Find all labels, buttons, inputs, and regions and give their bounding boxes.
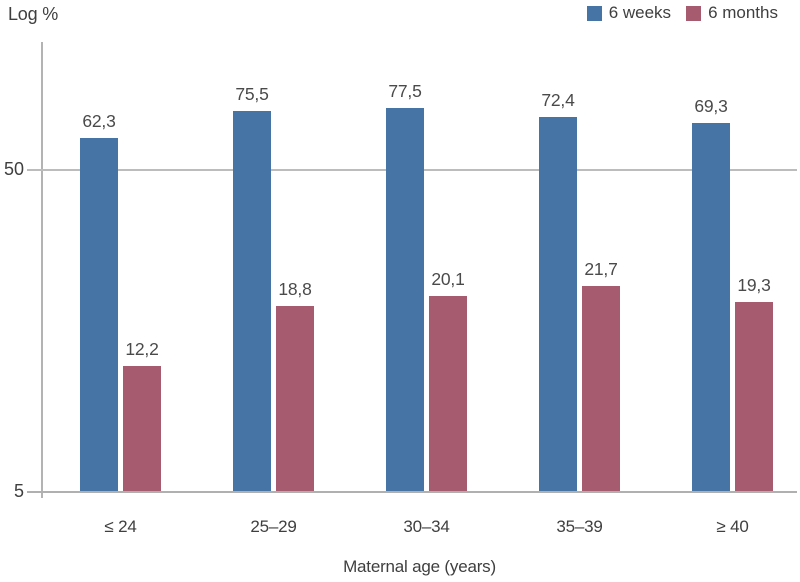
- bar-value-label: 77,5: [388, 80, 422, 101]
- plot-area: 62,3 12,2 75,5 18,8 77,5 20,1 72,4 21,7 69,3 19,3: [42, 42, 797, 491]
- y-axis-title: Log %: [8, 4, 59, 24]
- bar-6-weeks-3: [539, 117, 577, 491]
- x-category-label-3: 35–39: [556, 517, 603, 536]
- bar-6-months-3: [582, 285, 620, 491]
- bar-6-months-1: [276, 305, 314, 491]
- legend: 6 weeks 6 months: [586, 3, 778, 23]
- y-tick-label-5: 5: [13, 481, 24, 501]
- x-axis-line: [27, 491, 797, 493]
- x-category-label-1: 25–29: [250, 517, 297, 536]
- bar-value-label: 12,2: [125, 339, 159, 360]
- bar-value-label: 20,1: [431, 269, 465, 290]
- bar-value-label: 75,5: [235, 84, 269, 105]
- bar-6-weeks-0: [80, 138, 118, 491]
- x-category-label-0: ≤ 24: [104, 517, 137, 536]
- legend-label: 6 weeks: [608, 3, 672, 22]
- x-axis-title: Maternal age (years): [343, 557, 496, 576]
- bar-6-months-2: [429, 296, 467, 491]
- legend-item-6-weeks: 6 weeks: [586, 3, 672, 23]
- x-category-label-4: ≥ 40: [716, 517, 749, 536]
- bar-value-label: 18,8: [278, 278, 312, 299]
- bar-value-label: 69,3: [694, 96, 728, 117]
- bar-6-weeks-2: [386, 107, 424, 491]
- bar-6-months-0: [123, 366, 161, 491]
- legend-item-6-months: 6 months: [686, 3, 778, 23]
- bar-value-label: 19,3: [737, 275, 771, 296]
- bar-6-weeks-4: [692, 123, 730, 491]
- legend-swatch-icon: [686, 5, 702, 21]
- y-axis-line: [41, 42, 43, 498]
- x-category-label-2: 30–34: [403, 517, 450, 536]
- bar-value-label: 62,3: [82, 111, 116, 132]
- legend-label: 6 months: [708, 3, 778, 22]
- bar-6-months-4: [735, 302, 773, 491]
- bar-value-label: 72,4: [541, 90, 575, 111]
- bar-6-weeks-1: [233, 111, 271, 491]
- legend-swatch-icon: [586, 5, 602, 21]
- y-tick-label-50: 50: [3, 159, 24, 179]
- bar-value-label: 21,7: [584, 258, 618, 279]
